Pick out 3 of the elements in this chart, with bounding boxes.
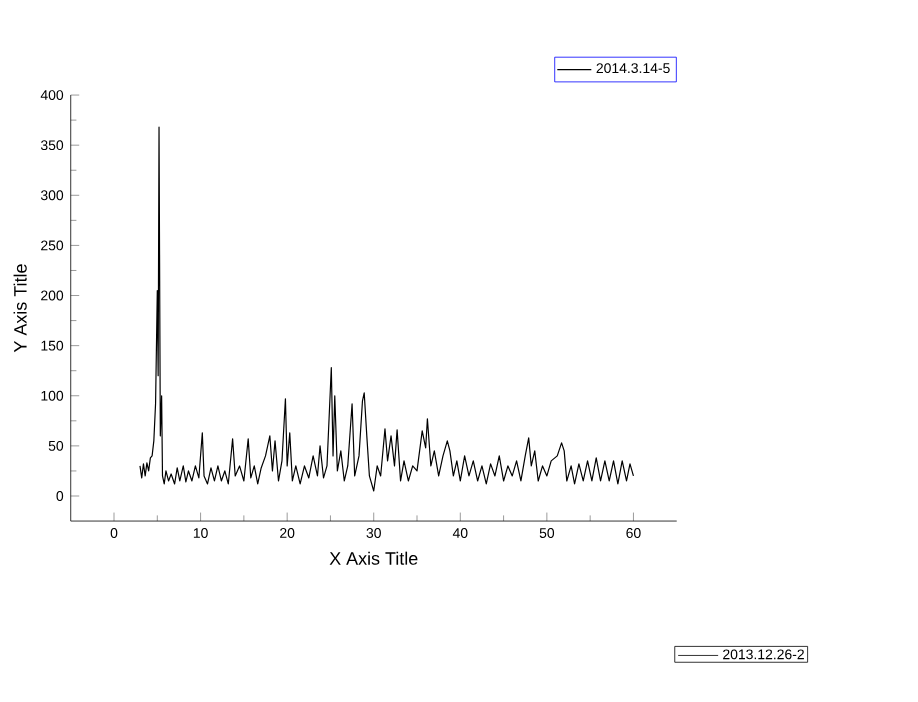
line-series — [139, 126, 635, 492]
y-axis-title: Y Axis Title — [13, 264, 27, 353]
x-axis-title: X Axis Title — [329, 551, 418, 565]
